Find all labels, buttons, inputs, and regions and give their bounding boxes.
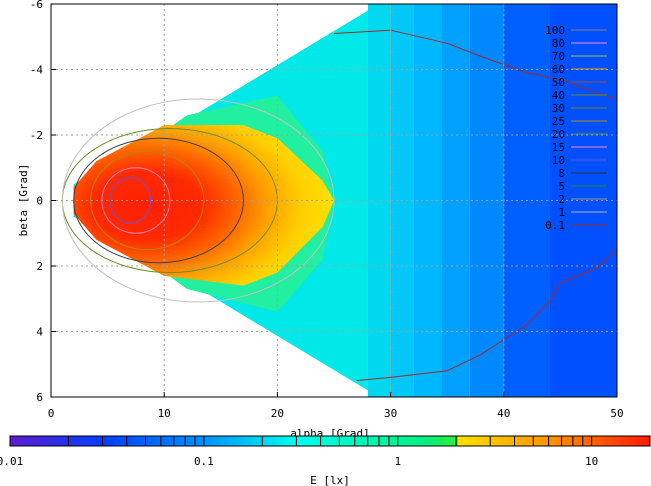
- legend-label: 1: [558, 206, 565, 219]
- colorbar-tick-label: 10: [585, 455, 598, 468]
- x-tick-label: 0: [48, 407, 55, 420]
- y-tick-label: -2: [30, 129, 43, 142]
- contour-5: [73, 137, 244, 264]
- colorbar-tick-label: 0.1: [194, 455, 214, 468]
- contour-8: [90, 150, 205, 251]
- legend-label: 40: [552, 89, 565, 102]
- colorbar-ticks: 0.01 0.1 1 10: [0, 436, 651, 468]
- y-tick-label: 6: [36, 391, 43, 404]
- legend-label: 80: [552, 37, 565, 50]
- legend-label: 10: [552, 154, 565, 167]
- legend-label: 100: [545, 24, 565, 37]
- contour-15: [109, 177, 152, 224]
- legend-label: 15: [552, 141, 565, 154]
- y-tick-label: -4: [30, 64, 44, 77]
- blue-column: [441, 4, 470, 397]
- contour-0-1-bottom: [356, 249, 617, 382]
- legend-label: 70: [552, 50, 565, 63]
- colorbar-label: E [lx]: [310, 474, 350, 486]
- legend-label: 20: [552, 128, 565, 141]
- legend-label: 2: [558, 193, 565, 206]
- legend-label: 30: [552, 102, 565, 115]
- colorbar-tick-label: 1: [394, 455, 401, 468]
- legend-label: 0.1: [545, 219, 565, 232]
- grid-lines: [51, 4, 617, 397]
- colorbar-tick-label: 0.01: [0, 455, 23, 468]
- heatmap-field: [73, 4, 617, 397]
- x-tick-label: 30: [384, 407, 397, 420]
- colorbar: [9, 435, 651, 447]
- y-tick-label: 2: [36, 260, 43, 273]
- y-tick-label: -6: [30, 0, 43, 11]
- y-tick-label: 4: [36, 326, 43, 339]
- x-tick-label: 40: [497, 407, 510, 420]
- y-axis-ticks: -6 -4 -2 0 2 4 6: [30, 0, 56, 404]
- legend-label: 8: [558, 167, 565, 180]
- legend-label: 25: [552, 115, 565, 128]
- y-tick-label: 0: [36, 195, 43, 208]
- blue-column: [367, 4, 391, 397]
- legend-label: 50: [552, 76, 565, 89]
- x-tick-label: 20: [271, 407, 284, 420]
- x-tick-label: 50: [610, 407, 623, 420]
- legend-label: 60: [552, 63, 565, 76]
- x-axis-ticks: 0 10 20 30 40 50: [48, 392, 624, 420]
- x-tick-label: 10: [158, 407, 171, 420]
- y-axis-label: beta [Grad]: [17, 164, 30, 237]
- legend-label: 5: [558, 180, 565, 193]
